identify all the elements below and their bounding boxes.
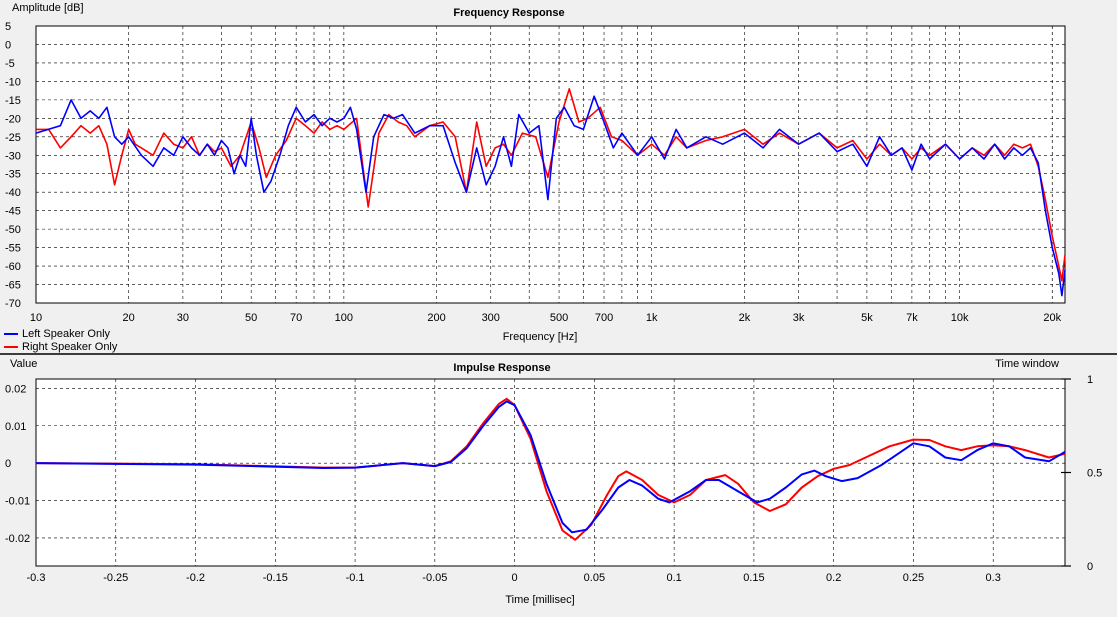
y-tick-label: -55 — [5, 243, 21, 255]
x-tick-labels: -0.3 -0.25 -0.2 -0.15 -0.1 -0.05 0 0.05 0.1 0.15 0… — [27, 572, 1001, 584]
y-tick-label: -10 — [5, 76, 21, 88]
y-tick-label: -0.01 — [5, 496, 30, 508]
legend-item: Left Speaker Only — [4, 327, 117, 340]
x-tick-label: 0.05 — [584, 572, 605, 584]
legend-item: Right Speaker Only — [4, 340, 117, 353]
x-tick-label: -0.3 — [27, 572, 46, 584]
x-axis-label: Time [millisec] — [505, 594, 574, 606]
y-axis-label: Value — [10, 358, 37, 370]
x-tick-label: 0 — [512, 572, 518, 584]
x-tick-label: 100 — [335, 312, 353, 324]
x-tick-label: 300 — [482, 312, 500, 324]
x-tick-label: 3k — [793, 312, 805, 324]
x-tick-label: 10k — [951, 312, 969, 324]
x-tick-label: 0.1 — [666, 572, 681, 584]
x-tick-label: -0.25 — [103, 572, 128, 584]
y-tick-label: -65 — [5, 280, 21, 292]
time-window-tick-label: 0 — [1087, 561, 1093, 573]
x-tick-label: 0.2 — [826, 572, 841, 584]
x-tick-label: 10 — [30, 312, 42, 324]
plot-area — [35, 378, 1066, 567]
x-tick-label: 20k — [1043, 312, 1061, 324]
grid — [35, 379, 1065, 566]
legend-label: Left Speaker Only — [22, 327, 111, 340]
series-line — [35, 400, 1066, 534]
y-tick-label: -20 — [5, 113, 21, 125]
series-line — [35, 95, 1066, 297]
y-tick-label: 0.02 — [5, 383, 26, 395]
y-tick-label: 0 — [5, 39, 11, 51]
y-tick-label: -70 — [5, 298, 21, 310]
secondary-y-axis-label: Time window — [995, 358, 1059, 370]
time-window-axis: 10.50 — [1061, 374, 1102, 573]
series-lines — [35, 88, 1066, 297]
series-lines — [35, 397, 1066, 541]
grid — [35, 25, 1065, 304]
x-tick-label: 2k — [739, 312, 751, 324]
y-tick-label: -45 — [5, 206, 21, 218]
y-tick-label: -50 — [5, 224, 21, 236]
y-tick-labels: 0.02 0.01 0 -0.01 -0.02 — [5, 383, 30, 545]
x-tick-label: 1k — [646, 312, 658, 324]
legend-label: Right Speaker Only — [22, 340, 118, 353]
x-axis-label: Frequency [Hz] — [503, 331, 578, 343]
chart-title: Frequency Response — [453, 7, 564, 19]
y-tick-label: -5 — [5, 58, 15, 70]
legend: Left Speaker Only Right Speaker Only — [4, 327, 117, 353]
impulse-response-chart: -0.3 -0.25 -0.2 -0.15 -0.1 -0.05 0 0.05 0.1 0.15 0… — [5, 358, 1102, 606]
x-tick-label: -0.15 — [263, 572, 288, 584]
x-tick-label: 70 — [290, 312, 302, 324]
time-window-tick-label: 0.5 — [1087, 468, 1102, 480]
time-window-tick-label: 1 — [1087, 374, 1093, 386]
y-tick-label: -35 — [5, 169, 21, 181]
x-tick-label: 50 — [245, 312, 257, 324]
x-tick-label: -0.2 — [186, 572, 205, 584]
y-tick-label: -40 — [5, 187, 21, 199]
chart-title: Impulse Response — [453, 362, 550, 374]
x-tick-label: 20 — [123, 312, 135, 324]
y-tick-label: 0.01 — [5, 421, 26, 433]
y-tick-label: -60 — [5, 261, 21, 273]
x-tick-label: 700 — [595, 312, 613, 324]
series-line — [35, 397, 1066, 541]
x-tick-labels: 10 20 30 50 70 100 200 300 500 700 1k 2k 3k 5k 7k 10k 20… — [30, 312, 1062, 324]
x-tick-label: 30 — [177, 312, 189, 324]
y-tick-label: 5 — [5, 21, 11, 33]
x-tick-label: 0.25 — [903, 572, 924, 584]
y-tick-label: -25 — [5, 132, 21, 144]
y-tick-label: -15 — [5, 95, 21, 107]
y-tick-label: -30 — [5, 150, 21, 162]
legend-swatch — [4, 332, 18, 335]
x-tick-label: 200 — [427, 312, 445, 324]
x-tick-label: -0.1 — [346, 572, 365, 584]
x-tick-label: 7k — [906, 312, 918, 324]
legend-swatch — [4, 345, 18, 348]
y-tick-label: -0.02 — [5, 533, 30, 545]
frequency-response-chart: 10 20 30 50 70 100 200 300 500 700 1k 2k 3k 5k 7k 10k 20… — [5, 2, 1066, 343]
y-tick-label: 0 — [5, 458, 11, 470]
y-axis-label: Amplitude [dB] — [12, 2, 84, 14]
x-tick-label: 5k — [861, 312, 873, 324]
x-tick-label: 0.3 — [986, 572, 1001, 584]
y-tick-labels: 5 0 -5 -10 -15 -20 -25 -30 -35 -40 -45 -50 -55 -60 -65… — [5, 21, 21, 310]
x-tick-label: 500 — [550, 312, 568, 324]
x-tick-label: -0.05 — [422, 572, 447, 584]
x-tick-label: 0.15 — [743, 572, 764, 584]
